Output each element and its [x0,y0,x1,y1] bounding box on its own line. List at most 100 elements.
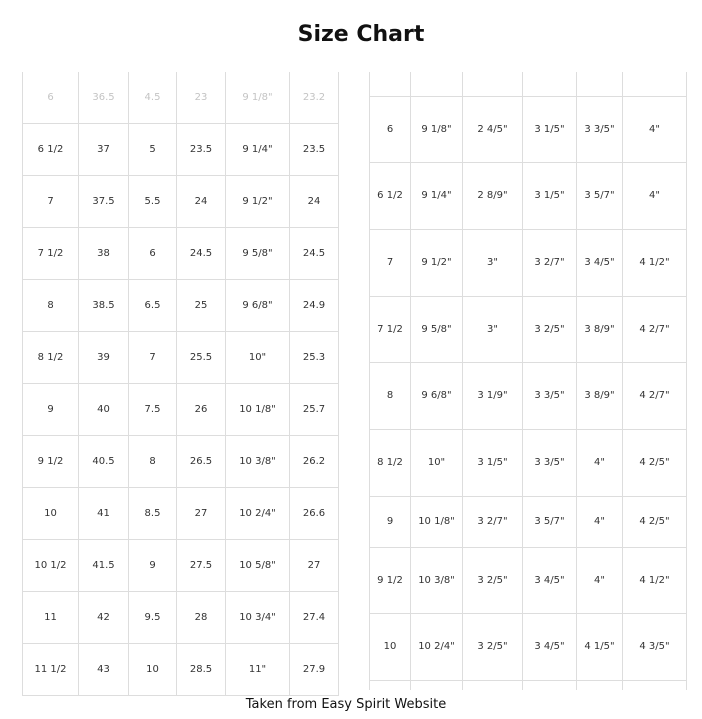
table-cell: 10 1/8" [410,496,463,548]
table-cell [522,72,577,97]
table-cell: 38 [78,227,129,280]
table-cell: 4 3/5" [622,613,687,681]
table-cell: 3" [462,296,523,363]
table-cell: 41.5 [78,539,129,592]
table-cell: 25.3 [289,331,339,384]
table-cell: 9 1/4" [410,162,463,230]
table-cell: 9 1/2 [369,547,411,614]
table-cell [369,680,411,690]
table-cell: 9 6/8" [225,279,290,332]
table-cell: 7 1/2 [22,227,79,280]
table-cell: 7 [128,331,177,384]
table-cell: 3 2/7" [522,229,577,297]
table-row: 6 1/2 9 1/4" 2 8/9" 3 1/5" 3 5/7" 4" [369,162,687,230]
table-cell: 3 2/5" [462,613,523,681]
table-row: 9 1/2 10 3/8" 3 2/5" 3 4/5" 4" 4 1/2" [369,547,687,614]
table-cell: 43 [78,643,129,696]
table-cell: 8 [369,362,411,430]
table-row: 8 38.5 6.5 25 9 6/8" 24.9 [22,279,339,332]
table-cell: 2 8/9" [462,162,523,230]
table-cell: 10 1/2 [22,539,79,592]
table-cell [410,72,463,97]
table-cell: 10 3/4" [225,591,290,644]
table-cell: 3 8/9" [576,296,623,363]
table-cell: 7.5 [128,383,177,436]
table-cell: 8 [128,435,177,488]
table-cell: 7 1/2 [369,296,411,363]
table-cell: 9 1/2 [22,435,79,488]
table-cell: 3 2/5" [462,547,523,614]
table-cell: 9 1/8" [225,72,290,124]
table-cell: 24.9 [289,279,339,332]
table-cell: 5 [128,123,177,176]
table-cell [369,72,411,97]
table-cell: 10 [22,487,79,540]
table-cell: 40 [78,383,129,436]
table-cell [576,72,623,97]
table-row: 11 42 9.5 28 10 3/4" 27.4 [22,591,339,644]
table-cell: 23.5 [289,123,339,176]
table-cell: 9.5 [128,591,177,644]
table-cell: 3 4/5" [522,547,577,614]
table-cell: 23.2 [289,72,339,124]
table-cell: 4.5 [128,72,177,124]
table-cell: 6 [22,72,79,124]
table-cell [410,680,463,690]
table-cell: 6 [128,227,177,280]
table-cell: 25.5 [176,331,226,384]
table-cell: 10 3/8" [410,547,463,614]
table-cell: 9 [22,383,79,436]
table-cell: 3 4/5" [576,229,623,297]
table-cell: 36.5 [78,72,129,124]
table-cell: 8 1/2 [369,429,411,497]
table-cell: 24.5 [176,227,226,280]
table-cell: 11 1/2 [22,643,79,696]
table-cell: 3 5/7" [576,162,623,230]
source-caption: Taken from Easy Spirit Website [245,697,447,712]
table-cell: 6.5 [128,279,177,332]
table-cell: 6 1/2 [369,162,411,230]
table-cell: 25 [176,279,226,332]
table-cell: 9 [369,496,411,548]
table-cell: 10 3/8" [225,435,290,488]
table-row: 9 10 1/8" 3 2/7" 3 5/7" 4" 4 2/5" [369,496,687,548]
table-cell: 7 [369,229,411,297]
table-cell: 10" [410,429,463,497]
table-row: 8 1/2 39 7 25.5 10" 25.3 [22,331,339,384]
table-row-partial [369,72,687,97]
table-cell: 10 [128,643,177,696]
table-cell: 9 6/8" [410,362,463,430]
table-cell: 24 [176,175,226,228]
table-cell: 10 [369,613,411,681]
table-cell: 42 [78,591,129,644]
table-row: 10 41 8.5 27 10 2/4" 26.6 [22,487,339,540]
table-row: 6 1/2 37 5 23.5 9 1/4" 23.5 [22,123,339,176]
table-cell: 41 [78,487,129,540]
size-conversion-table: 6 36.5 4.5 23 9 1/8" 23.2 6 1/2 37 5 23.5 9 1/4" 23… [22,72,339,696]
table-cell: 9 1/8" [410,96,463,163]
table-cell: 4 2/7" [622,296,687,363]
table-cell: 4" [576,429,623,497]
table-cell: 10 2/4" [225,487,290,540]
table-cell: 7 [22,175,79,228]
table-cell [522,680,577,690]
table-cell: 3 1/5" [522,162,577,230]
table-row: 11 1/2 43 10 28.5 11" 27.9 [22,643,339,696]
table-cell: 38.5 [78,279,129,332]
table-cell: 6 1/2 [22,123,79,176]
table-row: 8 1/2 10" 3 1/5" 3 3/5" 4" 4 2/5" [369,429,687,497]
table-cell: 23.5 [176,123,226,176]
table-row: 10 10 2/4" 3 2/5" 3 4/5" 4 1/5" 4 3/5" [369,613,687,681]
table-cell: 3 2/7" [462,496,523,548]
table-cell: 9 1/4" [225,123,290,176]
table-cell: 11 [22,591,79,644]
table-cell [462,680,523,690]
table-cell: 4" [622,96,687,163]
page-title: Size Chart [297,22,425,47]
table-cell: 10 2/4" [410,613,463,681]
table-cell: 9 5/8" [225,227,290,280]
table-cell: 28 [176,591,226,644]
table-cell [622,680,687,690]
